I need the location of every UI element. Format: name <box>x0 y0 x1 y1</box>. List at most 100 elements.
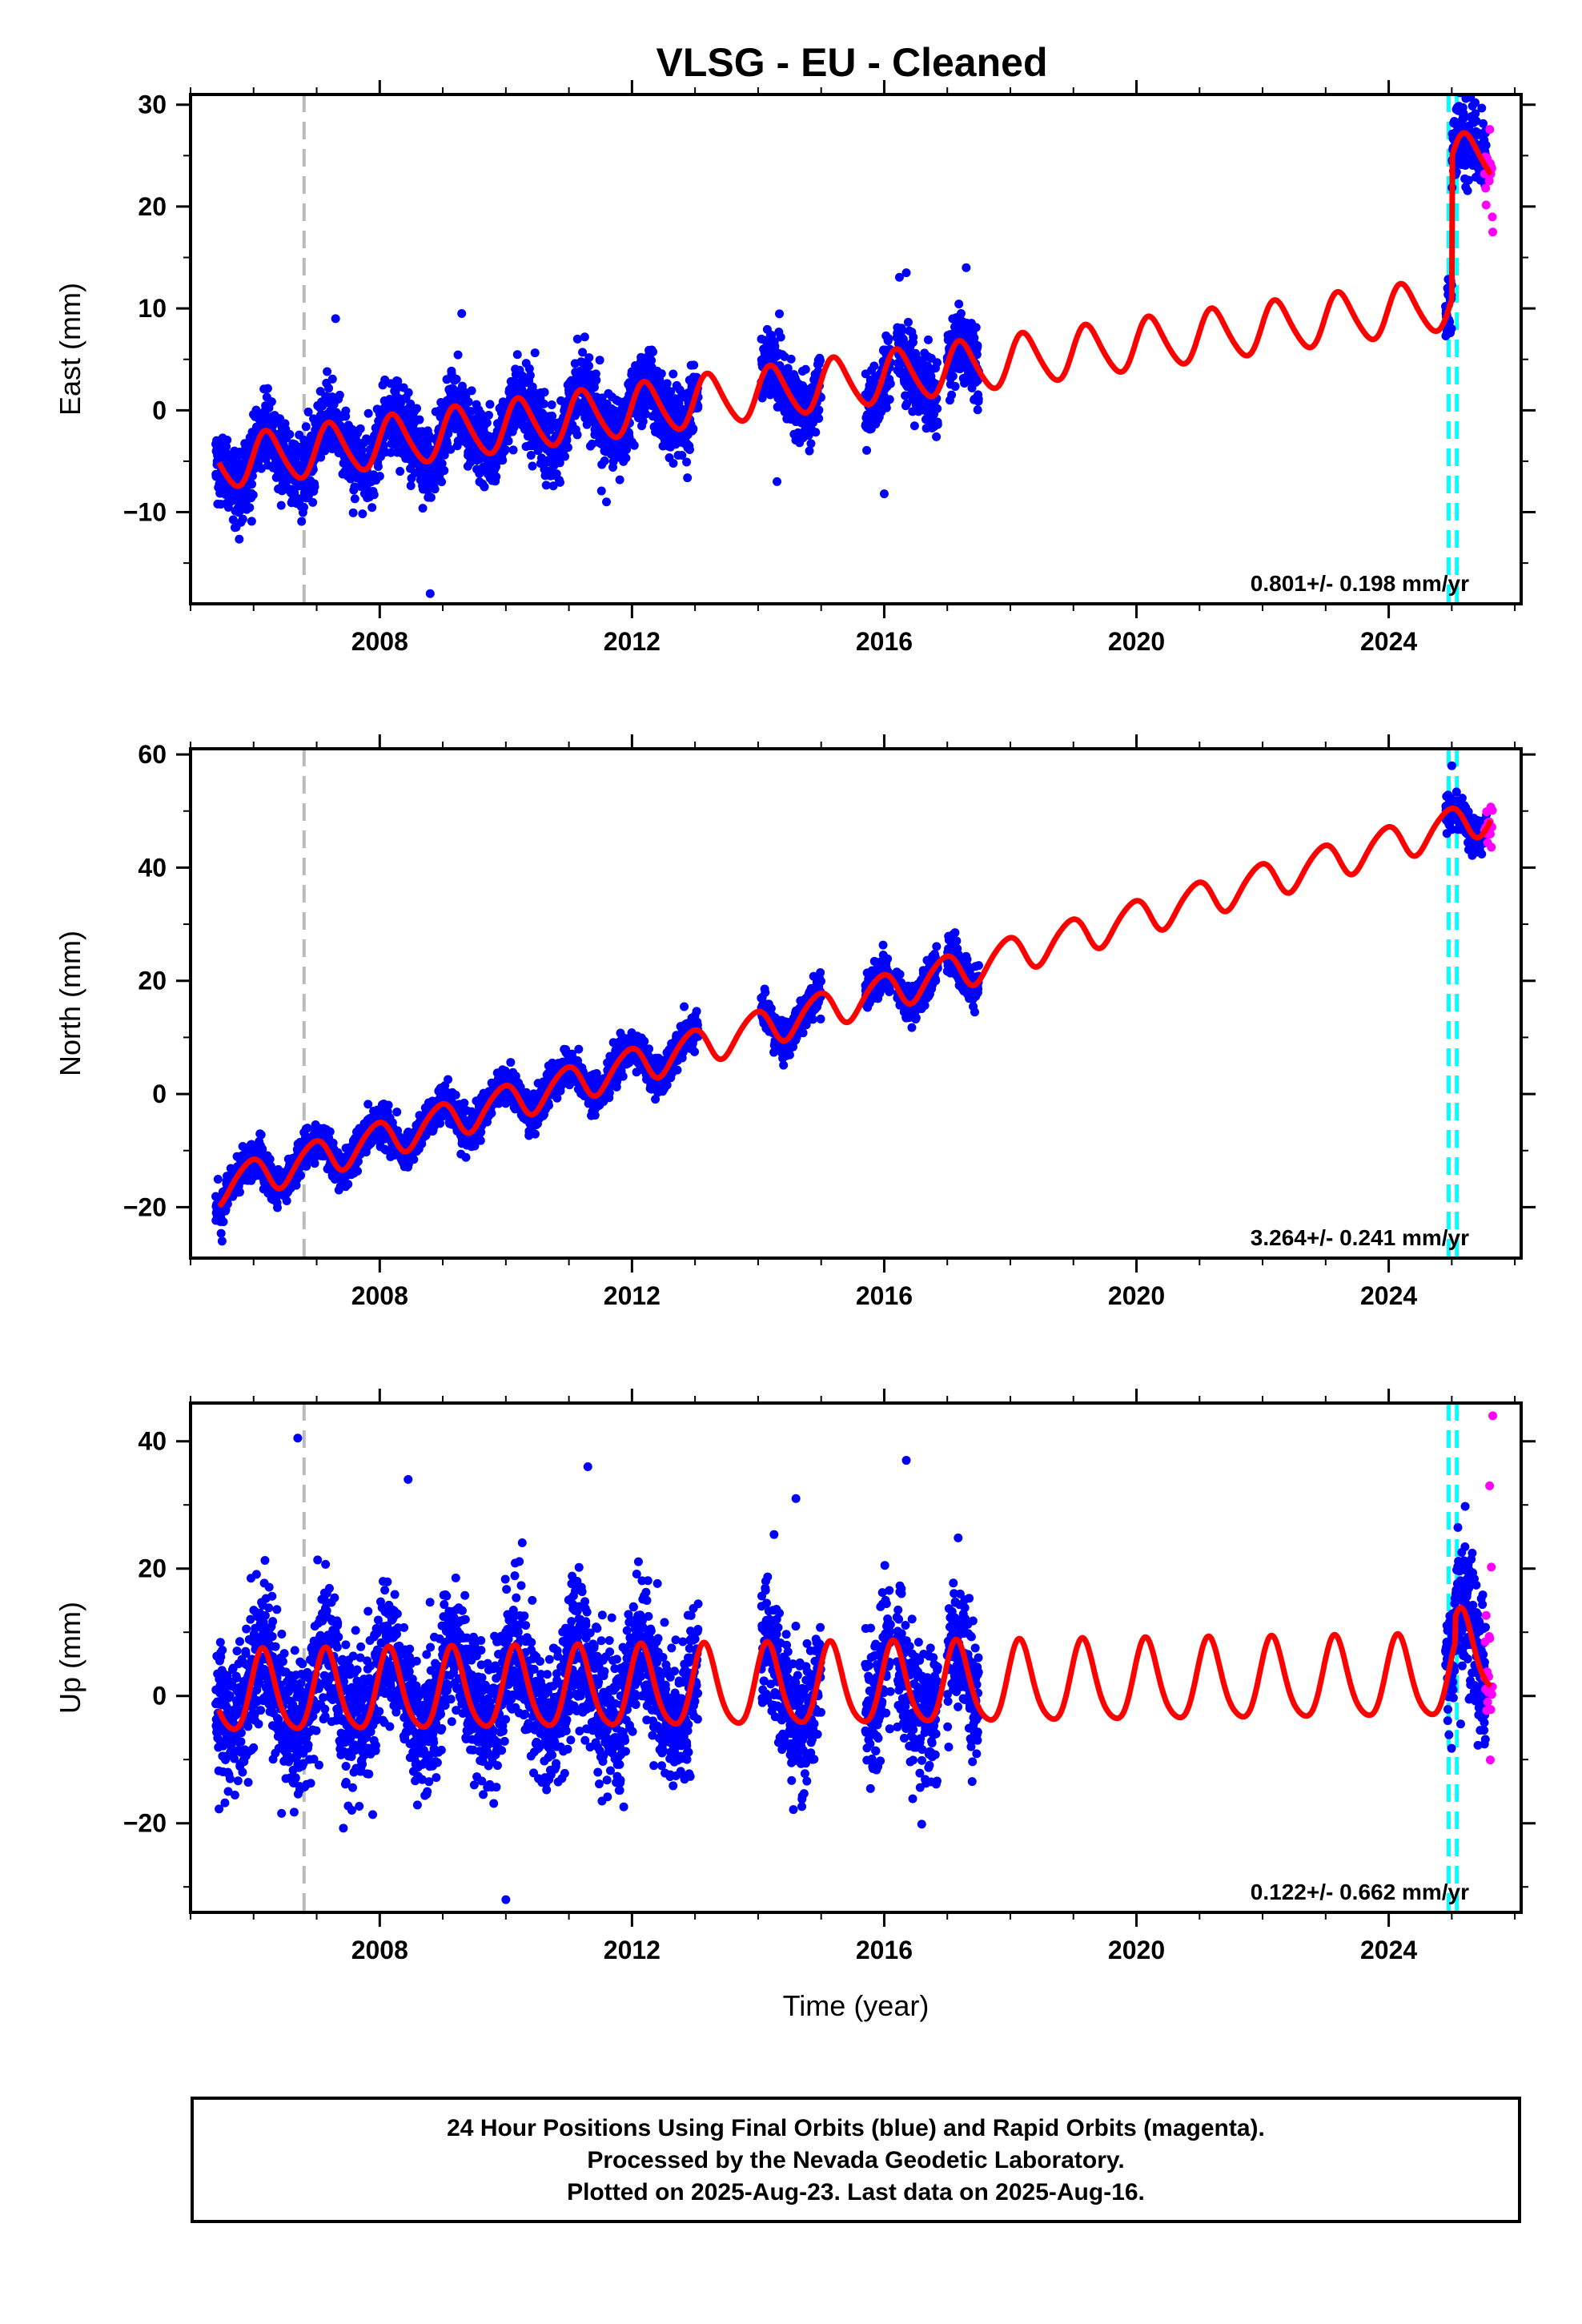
final-orbit-point-east <box>923 335 933 344</box>
final-orbit-point-east <box>816 356 825 365</box>
final-orbit-point-east <box>285 429 295 439</box>
x-tick-label-east: 2012 <box>604 627 661 656</box>
rapid-orbit-point-east <box>1485 125 1495 135</box>
final-orbit-point-east <box>498 456 508 465</box>
plot-area-north <box>211 749 1497 1258</box>
final-orbit-point-east <box>932 432 942 441</box>
final-orbit-point-north <box>216 1228 226 1238</box>
final-orbit-point-east <box>556 477 565 487</box>
final-orbit-point-east <box>591 369 600 379</box>
final-orbit-point-east <box>528 461 537 471</box>
final-orbit-point-east <box>669 369 678 379</box>
plot-area-east <box>211 94 1498 604</box>
final-orbit-point-east <box>932 358 942 368</box>
final-orbit-point-east <box>467 386 476 396</box>
panel-east-frame <box>189 93 1523 605</box>
final-orbit-point-east <box>774 309 784 319</box>
final-orbit-point-east <box>510 419 520 428</box>
final-orbit-point-east <box>484 410 493 420</box>
final-orbit-point-east <box>814 414 824 424</box>
final-orbit-point-east <box>406 399 416 408</box>
final-orbit-point-east <box>572 430 582 440</box>
final-orbit-point-east <box>973 405 982 415</box>
x-tick-label-north: 2024 <box>1360 1281 1417 1310</box>
final-orbit-point-east <box>375 472 384 481</box>
final-orbit-point-east <box>404 388 413 397</box>
y-tick-label-north: 0 <box>152 1080 167 1108</box>
final-orbit-point-east <box>689 424 698 433</box>
final-orbit-point-east <box>235 506 245 516</box>
final-orbit-point-east <box>682 457 692 467</box>
final-orbit-point-east <box>909 421 919 431</box>
final-orbit-point-east <box>621 453 631 463</box>
final-orbit-point-north <box>451 1090 460 1100</box>
final-orbit-point-east <box>303 407 313 416</box>
x-tick-label-east: 2016 <box>856 627 913 656</box>
final-orbit-point-north <box>235 1188 244 1197</box>
final-orbit-point-east <box>430 485 440 494</box>
final-orbit-point-east <box>327 374 337 384</box>
final-orbit-point-east <box>512 350 522 360</box>
outlier-point-east <box>901 268 911 278</box>
final-orbit-point-east <box>933 420 942 429</box>
final-orbit-point-east <box>540 388 549 397</box>
final-orbit-point-east <box>811 428 821 437</box>
rapid-orbit-point-east <box>1488 212 1497 222</box>
final-orbit-point-east <box>862 445 872 455</box>
final-orbit-point-east <box>884 334 893 344</box>
final-orbit-point-north <box>409 1155 419 1164</box>
final-orbit-point-north <box>343 1180 353 1189</box>
y-tick-label-east: 30 <box>138 90 167 119</box>
final-orbit-point-east <box>629 440 639 450</box>
final-orbit-point-east <box>386 448 396 457</box>
outlier-point-east <box>331 314 340 324</box>
final-orbit-point-east <box>235 534 244 544</box>
final-orbit-point-east <box>974 394 983 404</box>
x-tick-label-east: 2020 <box>1108 627 1165 656</box>
final-orbit-point-east <box>485 400 495 409</box>
outlier-point-east <box>1488 227 1498 237</box>
final-orbit-point-east <box>475 468 484 478</box>
final-orbit-point-east <box>245 503 255 513</box>
final-orbit-point-east <box>689 360 699 370</box>
final-orbit-point-east <box>440 466 449 476</box>
y-axis-label-east: East (mm) <box>54 283 86 416</box>
y-tick-label-east: 10 <box>138 294 167 323</box>
y-tick-label-north: −20 <box>123 1192 167 1221</box>
outlier-point-east <box>773 476 782 486</box>
final-orbit-point-east <box>367 503 377 513</box>
final-orbit-point-east <box>584 353 594 363</box>
final-orbit-point-east <box>464 397 473 407</box>
final-orbit-point-east <box>602 497 612 507</box>
final-orbit-point-east <box>348 508 358 517</box>
final-orbit-point-east <box>222 442 231 452</box>
final-orbit-point-east <box>504 436 513 446</box>
final-orbit-point-east <box>669 459 678 468</box>
final-orbit-point-east <box>547 400 556 409</box>
final-orbit-point-east <box>600 456 609 465</box>
final-orbit-point-east <box>350 494 359 504</box>
final-orbit-point-east <box>933 404 942 413</box>
final-orbit-point-east <box>396 467 405 476</box>
final-orbit-point-east <box>1478 119 1488 128</box>
final-orbit-point-east <box>418 504 428 513</box>
final-orbit-point-north <box>282 1196 291 1205</box>
final-orbit-point-north <box>219 1217 228 1227</box>
final-orbit-point-east <box>412 404 422 413</box>
outlier-point-east <box>236 517 246 527</box>
final-orbit-point-east <box>453 350 463 360</box>
final-orbit-point-east <box>806 439 816 448</box>
final-orbit-point-east <box>622 444 632 454</box>
final-orbit-point-north <box>383 1100 393 1110</box>
final-orbit-point-east <box>1477 103 1487 113</box>
final-orbit-point-east <box>508 445 518 455</box>
final-orbit-point-north <box>213 1175 223 1184</box>
final-orbit-point-east <box>881 403 891 412</box>
final-orbit-point-east <box>786 354 796 364</box>
rapid-orbit-point-east <box>1481 200 1491 210</box>
final-orbit-point-east <box>560 452 570 461</box>
final-orbit-point-east <box>597 393 607 403</box>
final-orbit-point-north <box>460 1098 469 1108</box>
final-orbit-point-east <box>530 348 540 358</box>
